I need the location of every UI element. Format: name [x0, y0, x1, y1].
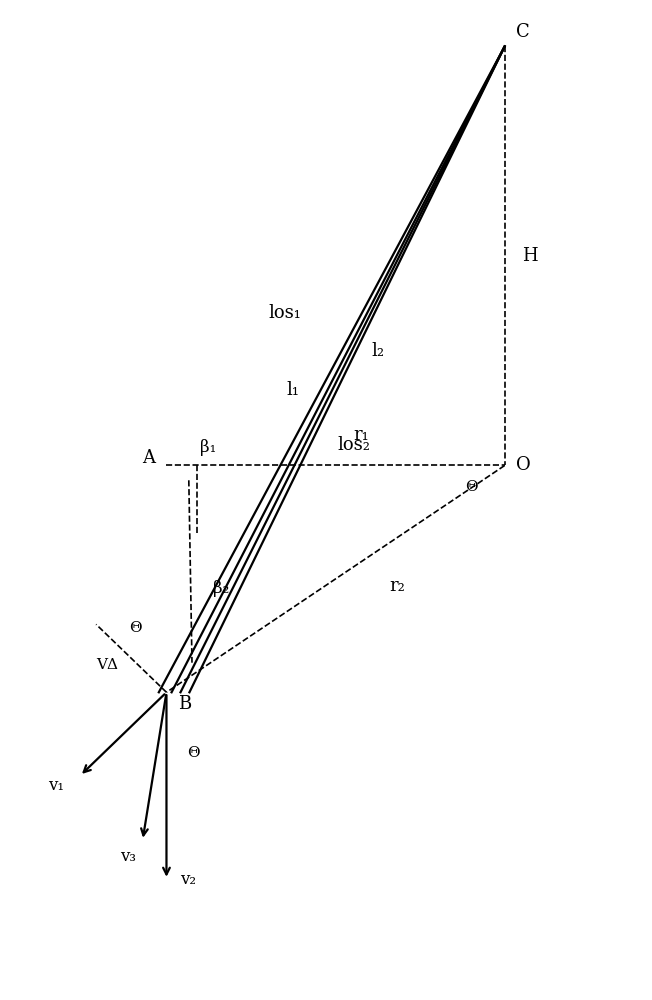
Text: los₁: los₁ [269, 304, 302, 322]
Text: B: B [178, 695, 191, 713]
Text: β₂: β₂ [213, 580, 229, 597]
Text: v₁: v₁ [48, 777, 64, 794]
Text: Θ: Θ [465, 480, 478, 494]
Text: r₁: r₁ [353, 426, 369, 444]
Text: v₃: v₃ [120, 848, 136, 865]
Text: H: H [522, 247, 538, 265]
Text: C: C [516, 23, 530, 41]
Text: Θ: Θ [187, 746, 200, 760]
Text: A: A [142, 449, 155, 467]
Text: l₁: l₁ [286, 381, 299, 399]
Text: VΔ: VΔ [96, 658, 119, 672]
Text: β₁: β₁ [200, 439, 216, 456]
Text: Θ: Θ [130, 621, 142, 635]
Text: r₂: r₂ [389, 577, 405, 595]
Text: los₂: los₂ [337, 436, 370, 454]
Text: O: O [516, 456, 531, 474]
Text: l₂: l₂ [371, 342, 385, 360]
Text: v₂: v₂ [181, 871, 196, 888]
